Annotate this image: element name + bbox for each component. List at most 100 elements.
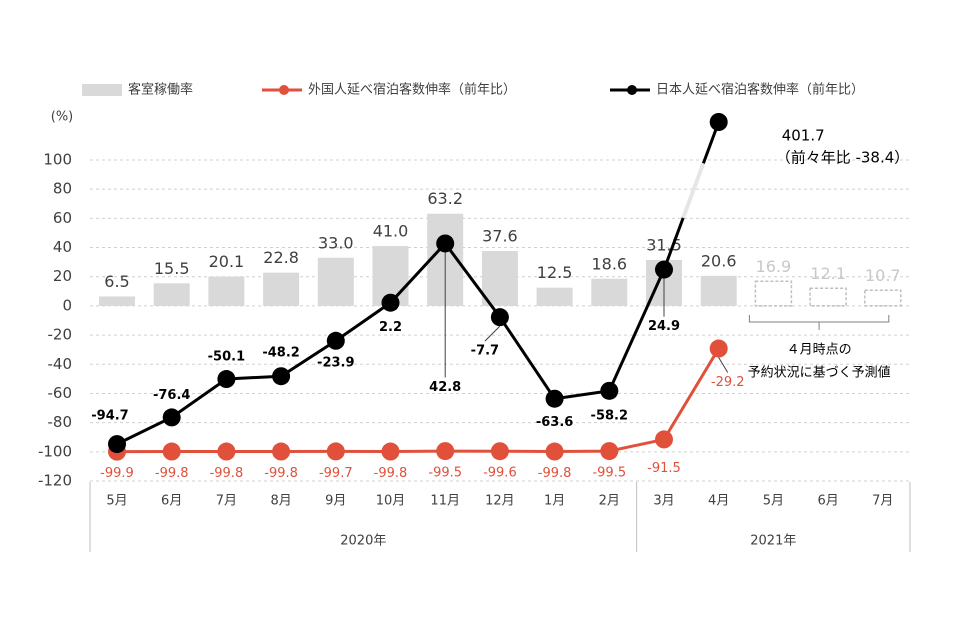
point-value-label: 2.2 <box>379 320 402 335</box>
point-value-label: 42.8 <box>429 380 461 395</box>
y-tick-label: 80 <box>53 180 72 198</box>
point-value-label: 24.9 <box>648 319 680 334</box>
point-value-label: -99.5 <box>592 466 626 481</box>
bar <box>208 276 245 306</box>
bar-value-label: 15.5 <box>154 259 190 278</box>
bar <box>99 296 135 306</box>
bar-value-label: 20.1 <box>209 252 245 271</box>
x-tick-label: 10月 <box>376 494 406 509</box>
point <box>272 442 291 461</box>
y-tick-label: 60 <box>53 209 72 227</box>
point-value-label: -50.1 <box>208 350 245 365</box>
point <box>655 430 673 449</box>
point <box>545 389 564 408</box>
point-value-label: -76.4 <box>153 388 190 403</box>
x-tick-label: 5月 <box>763 494 784 509</box>
line <box>116 121 721 446</box>
point-value-label: -29.2 <box>711 375 745 390</box>
x-tick-label: 5月 <box>106 494 127 509</box>
y-tick-label: -60 <box>48 384 73 402</box>
legend-label: 外国人延べ宿泊客数伸率（前年比） <box>308 82 516 98</box>
x-tick-label: 7月 <box>872 494 893 509</box>
point <box>162 408 181 427</box>
forecast-bracket <box>748 315 890 330</box>
x-tick-label: 1月 <box>544 494 565 509</box>
point <box>600 381 619 400</box>
x-tick-label: 7月 <box>216 494 237 509</box>
point-value-label: -99.8 <box>538 466 572 481</box>
x-tick-label: 2月 <box>599 494 620 509</box>
point-value-label: -99.6 <box>483 466 517 481</box>
point <box>108 435 126 454</box>
point-value-label: -99.5 <box>428 466 462 481</box>
legend-swatch <box>279 85 289 95</box>
x-tick-label: 12月 <box>485 494 515 509</box>
point-value-label: -23.9 <box>317 355 354 370</box>
forecast-note: 予約状況に基づく予測値 <box>748 365 891 381</box>
point <box>545 442 564 461</box>
bar-value-label: 63.2 <box>427 189 463 208</box>
bar <box>700 275 737 306</box>
y-tick-label: -40 <box>48 355 73 373</box>
bar-value-label: 18.6 <box>591 254 627 273</box>
legend-label: 客室稼働率 <box>128 82 193 98</box>
bar-value-label: 20.6 <box>701 251 737 270</box>
y-tick-label: 0 <box>62 296 72 314</box>
bar <box>153 283 190 306</box>
y-tick-label: -120 <box>38 472 72 490</box>
bar <box>754 280 793 307</box>
point-value-label: -63.6 <box>536 415 573 430</box>
bar <box>481 251 518 306</box>
bar <box>263 272 300 306</box>
point <box>272 367 291 386</box>
point <box>709 339 728 358</box>
y-unit: (%) <box>51 110 74 125</box>
point <box>436 234 455 253</box>
y-tick-label: 100 <box>43 151 72 169</box>
point <box>600 442 619 461</box>
point-value-label: -99.7 <box>319 466 353 481</box>
point <box>655 260 673 279</box>
group-label: 2021年 <box>750 534 796 549</box>
x-tick-label: 4月 <box>708 494 729 509</box>
x-tick-label: 8月 <box>270 494 291 509</box>
bar-value-label: 10.7 <box>865 266 901 285</box>
legend-label: 日本人延べ宿泊客数伸率（前年比） <box>656 82 864 98</box>
point <box>709 113 728 131</box>
point <box>436 442 455 461</box>
x-tick-label: 6月 <box>161 494 182 509</box>
x-tick-label: 11月 <box>430 494 460 509</box>
annotation: （前々年比 -38.4） <box>776 149 910 167</box>
point-value-label: -58.2 <box>591 408 628 423</box>
point-value-label: -99.8 <box>155 466 189 481</box>
bar-value-label: 12.1 <box>810 264 846 283</box>
line <box>116 347 720 454</box>
y-tick-label: 40 <box>53 238 72 256</box>
bar-value-label: 12.5 <box>537 263 573 282</box>
point-value-label: -48.2 <box>262 346 299 361</box>
point <box>162 442 181 461</box>
y-tick-label: 20 <box>53 267 72 285</box>
point <box>490 442 509 461</box>
bar-value-label: 33.0 <box>318 233 354 252</box>
point-value-label: -94.7 <box>91 409 128 424</box>
bar-value-label: 37.6 <box>482 227 518 246</box>
x-tick-label: 3月 <box>653 494 674 509</box>
point <box>381 293 400 312</box>
x-tick-label: 6月 <box>817 494 838 509</box>
bar-value-label: 16.9 <box>756 257 792 276</box>
bar <box>591 278 628 306</box>
point <box>217 442 236 461</box>
point-value-label: -99.8 <box>210 466 244 481</box>
leader-line <box>718 357 729 373</box>
point <box>326 331 345 350</box>
point <box>326 442 345 461</box>
bar <box>809 287 847 307</box>
y-tick-label: -80 <box>48 413 73 431</box>
bar <box>536 287 573 306</box>
bar-value-label: 41.0 <box>373 222 409 241</box>
bar <box>317 257 354 306</box>
leader-line <box>484 325 501 342</box>
point-value-label: -91.5 <box>647 461 681 476</box>
